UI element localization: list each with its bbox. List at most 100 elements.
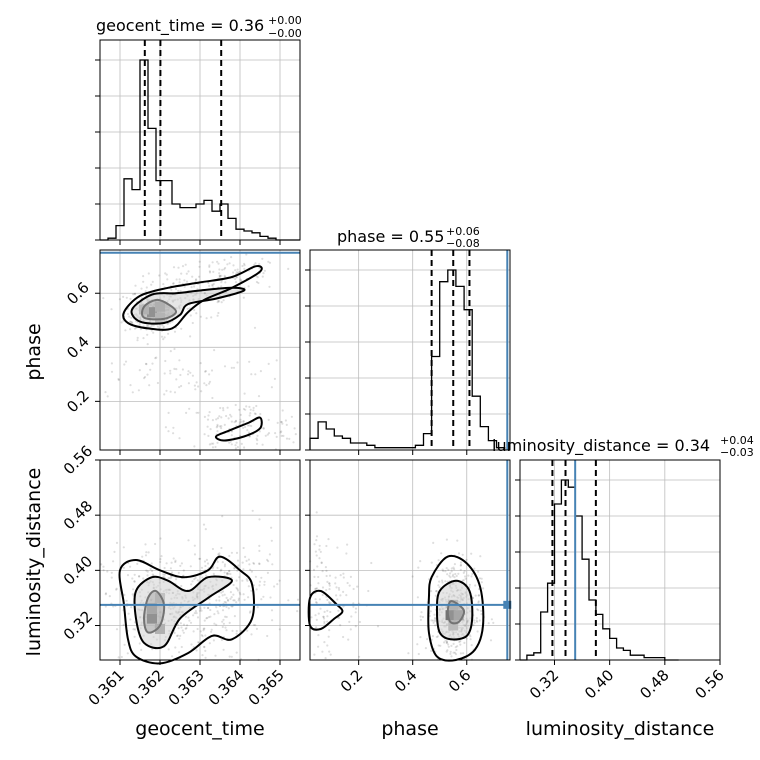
scatter-point [192,645,195,649]
scatter-point [115,588,118,591]
scatter-point [268,285,271,288]
scatter-point [476,620,479,623]
scatter-point [212,282,215,286]
scatter-point [243,446,246,449]
scatter-point [213,349,216,352]
scatter-point [435,590,438,593]
scatter-point [205,384,208,387]
scatter-point [436,635,439,638]
scatter-point [241,579,244,582]
scatter-point [128,315,131,318]
scatter-point [314,598,317,601]
scatter-point [223,268,226,271]
scatter-point [437,559,440,562]
scatter-point [247,431,251,434]
scatter-point [473,621,476,624]
scatter-point [200,566,204,569]
scatter-point [159,537,162,540]
scatter-point [225,629,228,632]
scatter-point [193,553,197,556]
scatter-point [218,300,221,303]
scatter-point [203,645,206,648]
scatter-point [133,580,136,583]
scatter-point [104,391,107,394]
scatter-point [433,616,437,620]
scatter-point [137,575,141,578]
scatter-point [138,642,141,645]
scatter-point [240,442,243,445]
scatter-point [492,621,495,625]
scatter-point [117,377,120,381]
scatter-point [223,593,226,596]
scatter-point [267,432,271,435]
scatter-point [447,643,450,646]
scatter-point [228,655,231,658]
scatter-point [447,645,450,648]
scatter-point [281,422,284,425]
title-luminosity-distance-lower: −0.03 [720,446,754,459]
scatter-point [445,538,448,541]
scatter-point [223,600,226,604]
scatter-point [211,283,214,286]
scatter-point [354,607,358,610]
scatter-point [144,554,148,557]
scatter-point [474,594,477,597]
x-tick-label-luminosity-distance: 0.40 [581,666,617,702]
scatter-point [266,558,269,562]
x-tick-label-luminosity-distance: 0.56 [691,666,727,702]
scatter-point [204,528,207,531]
scatter-point [230,415,233,418]
scatter-point [133,573,136,576]
scatter-point [315,535,319,538]
scatter-point [170,571,174,574]
scatter-point [132,588,135,591]
scatter-point [212,270,215,273]
scatter-point [234,269,237,272]
scatter-point [134,292,137,295]
scatter-point [230,551,233,554]
scatter-point [234,281,238,284]
scatter-point [348,584,351,587]
scatter-point [216,314,219,317]
scatter-point [285,423,288,426]
scatter-point [217,612,220,615]
scatter-point [269,596,272,599]
x-tick-label-luminosity-distance: 0.48 [636,666,672,702]
scatter-point [222,622,225,625]
scatter-point [132,628,135,631]
scatter-point [318,598,321,601]
scatter-point [139,328,142,331]
scatter-point [208,265,211,268]
scatter-point [163,566,166,570]
scatter-point [315,626,318,629]
contour-geocent-time-luminosity-distance-3 [118,555,255,665]
scatter-point [178,651,181,654]
scatter-point [236,569,239,572]
scatter-point [250,589,253,592]
scatter-point [268,553,271,556]
scatter-point [178,386,181,389]
scatter-point [275,359,278,362]
scatter-point [146,373,149,376]
scatter-point [110,370,114,373]
scatter-point [243,392,246,395]
scatter-point [322,617,326,620]
scatter-point [417,652,420,656]
scatter-point [134,284,137,287]
scatter-point [208,642,211,645]
scatter-point [420,611,423,614]
scatter-point [476,608,479,611]
quantile-truth-layer [100,40,597,660]
scatter-point [170,561,173,564]
scatter-point [453,563,456,566]
scatter-point [206,418,210,421]
scatter-point [254,262,257,265]
scatter-point [206,562,210,565]
scatter-point [350,615,353,618]
scatter-point [104,593,107,596]
y-tick-label-phase: 0.2 [63,387,93,417]
scatter-point [237,599,240,602]
scatter-point [165,273,168,276]
scatter-point [276,421,279,424]
scatter-point [167,577,170,580]
